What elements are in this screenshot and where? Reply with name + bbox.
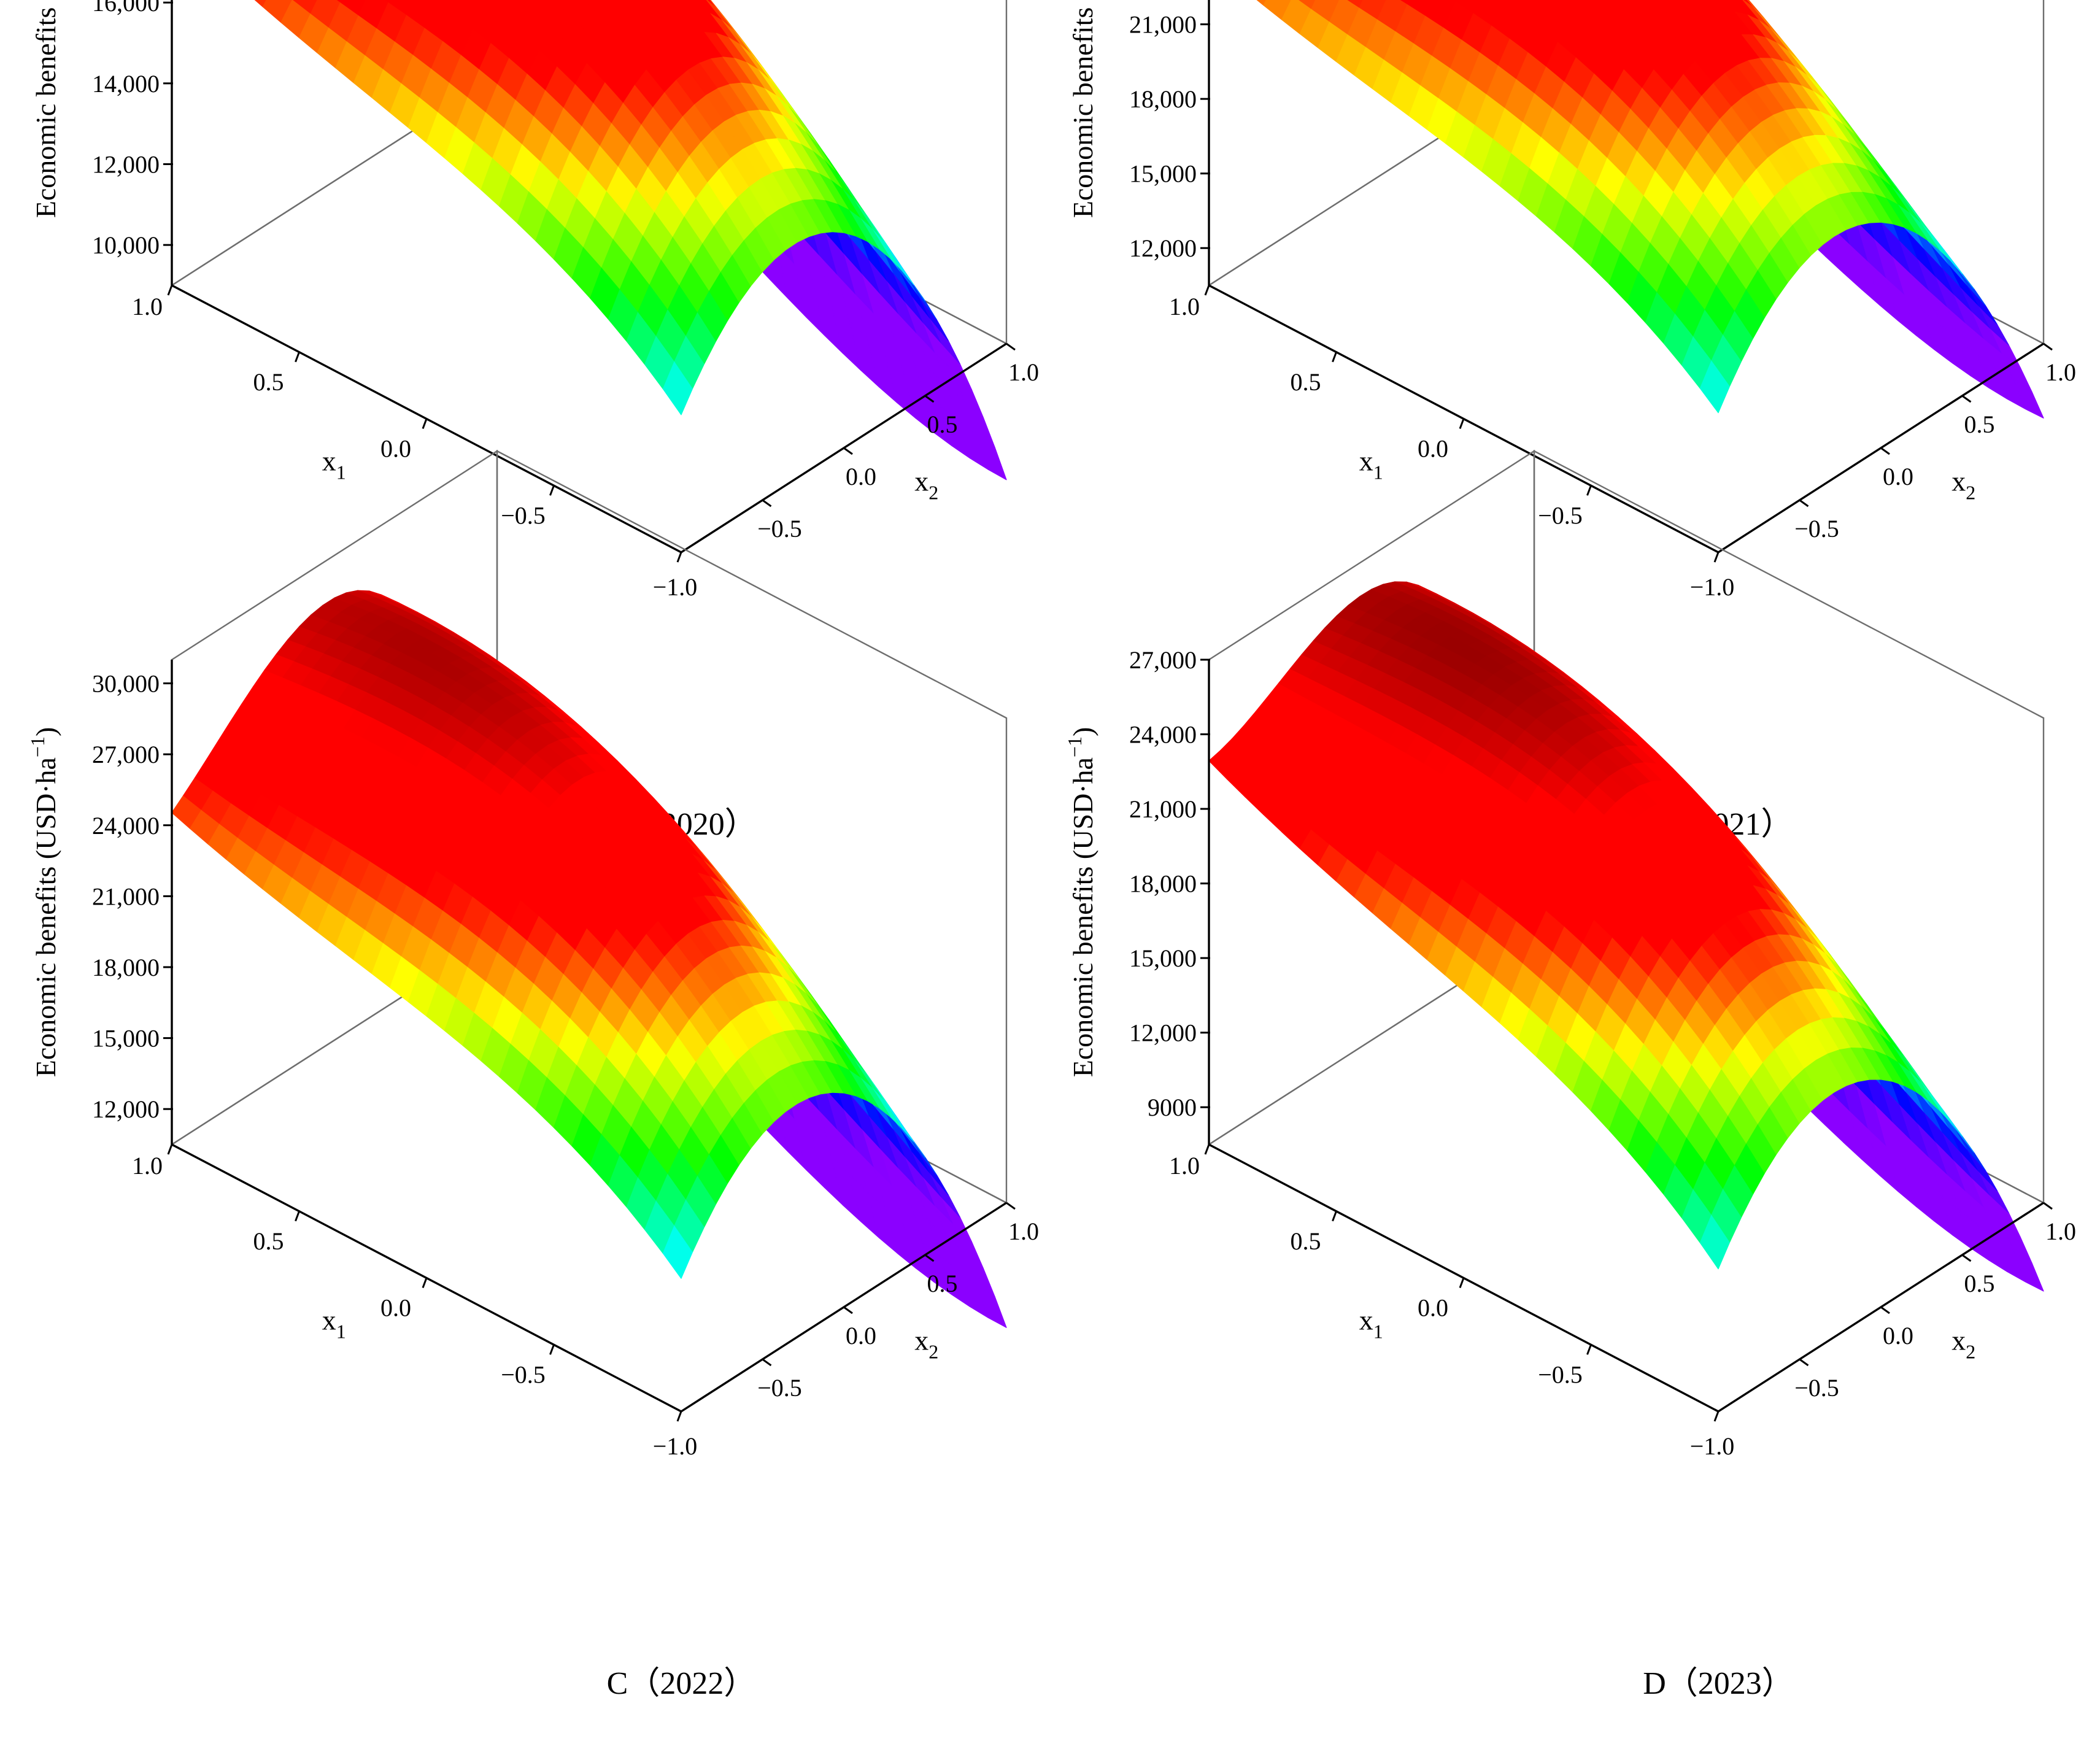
z-tick-label: 18,000 <box>1129 870 1197 898</box>
x2-axis-title: x2 <box>914 466 938 504</box>
x2-tick-label: 0.5 <box>1964 1270 1995 1297</box>
x2-tick-label: 0.5 <box>927 1270 958 1297</box>
x1-tick-label: −0.5 <box>1538 1361 1583 1388</box>
axes: 12,00015,00018,00021,00024,00027,00030,0… <box>1129 0 2076 601</box>
z-tick-label: 9000 <box>1148 1094 1197 1121</box>
z-tick-label: 30,000 <box>92 670 160 698</box>
x2-tick-label: 0.0 <box>1883 1322 1913 1349</box>
x1-tick-label: 0.5 <box>1291 1227 1321 1255</box>
z-tick-label: 16,000 <box>92 0 160 17</box>
z-tick-label: 12,000 <box>1129 1019 1197 1047</box>
z-tick-label: 15,000 <box>1129 944 1197 972</box>
z-axis-title: Economic benefits (USD·ha−1) <box>1064 727 1098 1078</box>
x2-tick-label: 0.0 <box>1883 463 1913 490</box>
z-tick-label: 15,000 <box>92 1025 160 1052</box>
z-tick-label: 24,000 <box>92 812 160 840</box>
x1-tick-label: −1.0 <box>653 573 698 601</box>
x2-axis-title: x2 <box>1951 466 1975 504</box>
x2-axis-title: x2 <box>1951 1325 1975 1363</box>
x1-tick-label: 0.0 <box>1418 1294 1448 1322</box>
response-surface <box>1256 0 2044 419</box>
x2-tick-label: 1.0 <box>1008 1218 1039 1245</box>
z-tick-label: 27,000 <box>1129 646 1197 674</box>
x2-axis-title: x2 <box>914 1325 938 1363</box>
x1-axis-title: x1 <box>322 1305 346 1343</box>
x1-tick-label: −1.0 <box>653 1432 698 1460</box>
z-tick-label: 15,000 <box>1129 160 1197 188</box>
surface-panel: 12,000 15,000 18,000 21,000 24,000 27,000 30,0… <box>26 449 1039 1701</box>
surface-panel: 10,00012,00014,00016,00018,00020,0001.00… <box>26 0 1039 842</box>
x1-tick-label: 0.5 <box>1291 368 1321 396</box>
x1-tick-label: −0.5 <box>1538 501 1583 529</box>
z-tick-label: 12,000 <box>92 151 160 179</box>
x2-tick-label: −0.5 <box>757 1374 802 1402</box>
x1-tick-label: 0.0 <box>380 435 411 463</box>
x2-tick-label: 1.0 <box>1008 358 1039 386</box>
x1-tick-label: 1.0 <box>1169 1152 1200 1179</box>
surface-panel: 12,00015,00018,00021,00024,00027,00030,0… <box>1064 0 2076 842</box>
x2-tick-label: 0.0 <box>846 1322 876 1349</box>
axes: 10,00012,00014,00016,00018,00020,0001.00… <box>92 0 1039 601</box>
x2-tick-label: −0.5 <box>1794 515 1839 542</box>
z-axis-title: Economic benefits (USD·ha−1) <box>1064 0 1098 218</box>
x1-tick-label: 1.0 <box>132 1152 163 1179</box>
x1-tick-label: 0.5 <box>253 1227 284 1255</box>
z-tick-label: 21,000 <box>92 882 160 910</box>
x1-axis-title: x1 <box>1359 446 1383 484</box>
z-tick-label: 21,000 <box>1129 11 1197 39</box>
z-axis-title: Economic benefits (USD·ha−1) <box>26 0 61 218</box>
x1-tick-label: 0.0 <box>380 1294 411 1322</box>
z-tick-label: 12,000 <box>92 1095 160 1123</box>
z-tick-label: 10,000 <box>92 231 160 259</box>
response-surface <box>171 590 1007 1328</box>
x1-tick-label: −1.0 <box>1690 1432 1735 1460</box>
response-surface <box>254 0 1007 481</box>
z-tick-label: 24,000 <box>1129 721 1197 749</box>
z-tick-label: 18,000 <box>1129 85 1197 113</box>
panel-caption: D（2023） <box>1643 1666 1794 1701</box>
x2-tick-label: 1.0 <box>2045 358 2076 386</box>
x2-tick-label: −0.5 <box>757 515 802 542</box>
z-tick-label: 21,000 <box>1129 795 1197 823</box>
z-tick-label: 18,000 <box>92 954 160 981</box>
z-tick-label: 14,000 <box>92 70 160 98</box>
panel-caption: C（2022） <box>607 1666 756 1701</box>
surface-panel: 9000 12,000 15,000 18,000 21,000 24,000 27,000… <box>1064 449 2076 1701</box>
x2-tick-label: −0.5 <box>1794 1374 1839 1402</box>
x2-tick-label: 0.5 <box>1964 411 1995 438</box>
x1-tick-label: 0.0 <box>1418 435 1448 463</box>
x1-tick-label: 0.5 <box>253 368 284 396</box>
axes: 12,000 15,000 18,000 21,000 24,000 27,000 30,0… <box>92 660 1039 1460</box>
x1-tick-label: 1.0 <box>132 293 163 320</box>
x1-axis-title: x1 <box>1359 1305 1383 1343</box>
x1-tick-label: −0.5 <box>501 501 546 529</box>
z-axis-title: Economic benefits (USD·ha−1) <box>26 727 61 1078</box>
z-tick-label: 12,000 <box>1129 234 1197 262</box>
x2-tick-label: 1.0 <box>2045 1218 2076 1245</box>
x1-tick-label: −1.0 <box>1690 573 1735 601</box>
x2-tick-label: 0.0 <box>846 463 876 490</box>
x1-tick-label: 1.0 <box>1169 293 1200 320</box>
z-tick-label: 27,000 <box>92 741 160 768</box>
x1-axis-title: x1 <box>322 446 346 484</box>
axes: 9000 12,000 15,000 18,000 21,000 24,000 27,000… <box>1129 646 2076 1460</box>
x1-tick-label: −0.5 <box>501 1361 546 1388</box>
response-surface <box>1208 581 2044 1292</box>
x2-tick-label: 0.5 <box>927 411 958 438</box>
